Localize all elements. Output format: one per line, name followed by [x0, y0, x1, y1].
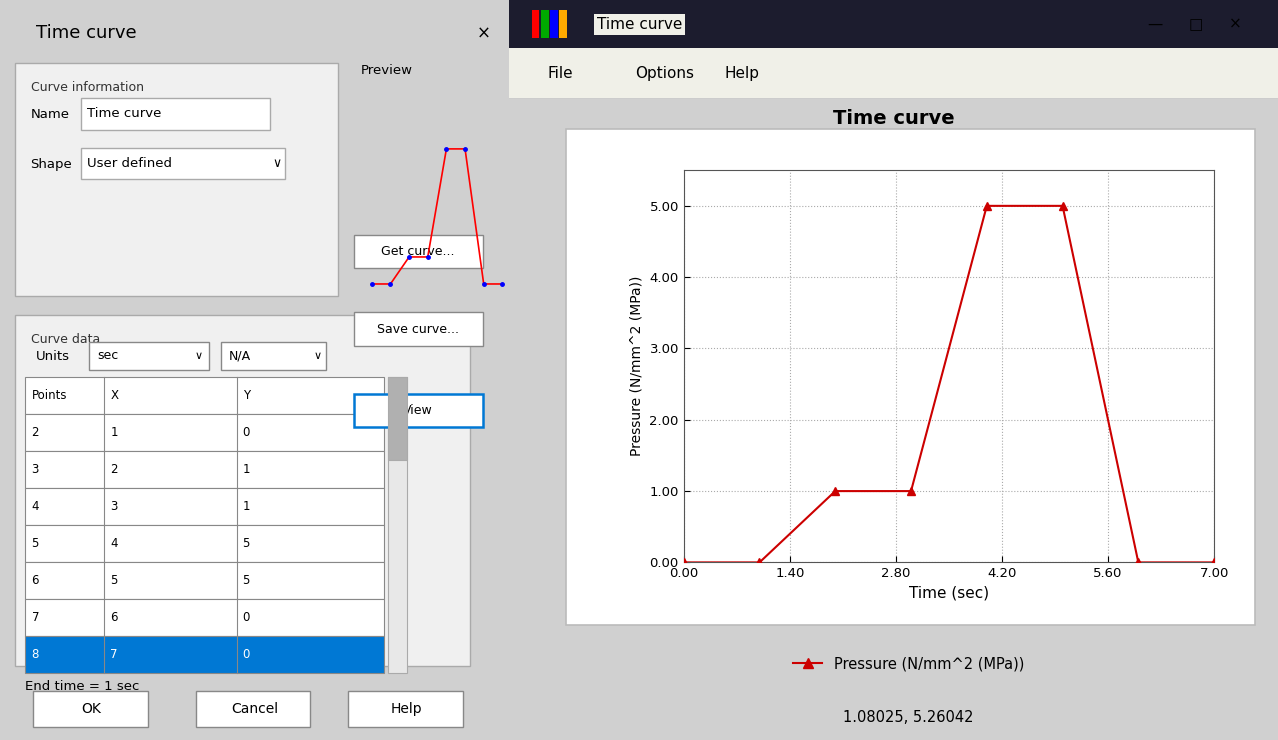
Text: 1: 1	[110, 426, 118, 440]
Text: 5: 5	[243, 537, 250, 551]
Bar	[26, 488, 383, 525]
Bar	[349, 691, 463, 727]
Bar	[26, 377, 383, 414]
Bar	[26, 562, 383, 599]
Bar	[389, 377, 408, 673]
Legend: Pressure (N/mm^2 (MPa)): Pressure (N/mm^2 (MPa))	[787, 650, 1030, 677]
Bar	[389, 377, 408, 460]
Bar	[532, 10, 539, 38]
Text: N/A: N/A	[229, 349, 250, 363]
Bar	[33, 691, 147, 727]
Bar	[509, 48, 1278, 98]
Bar	[26, 599, 383, 636]
Bar	[26, 525, 383, 562]
Text: □: □	[1189, 17, 1203, 32]
Bar	[354, 394, 483, 427]
Text: 3: 3	[32, 463, 38, 477]
Text: ∨: ∨	[272, 157, 281, 170]
Text: 1.08025, 5.26042: 1.08025, 5.26042	[843, 710, 974, 725]
Text: Options: Options	[635, 66, 694, 81]
Text: ∨: ∨	[314, 351, 322, 361]
Text: —: —	[1148, 17, 1163, 32]
Bar	[541, 10, 548, 38]
Bar	[509, 98, 1278, 99]
Text: X: X	[110, 389, 119, 403]
Text: 8: 8	[32, 648, 38, 662]
Bar	[354, 312, 483, 346]
Text: Help: Help	[391, 702, 423, 716]
Text: OK: OK	[82, 702, 101, 716]
Bar	[566, 130, 1255, 625]
Y-axis label: Pressure (N/mm^2 (MPa)): Pressure (N/mm^2 (MPa))	[630, 276, 644, 457]
Text: 7: 7	[32, 611, 40, 625]
Text: sec: sec	[97, 349, 119, 363]
Text: Units: Units	[36, 350, 69, 363]
Text: ×: ×	[477, 24, 491, 42]
Text: Y: Y	[243, 389, 249, 403]
Text: 3: 3	[110, 500, 118, 514]
Text: 6: 6	[110, 611, 118, 625]
X-axis label: Time (sec): Time (sec)	[909, 586, 989, 601]
Text: Time curve: Time curve	[36, 24, 137, 42]
Bar	[89, 342, 208, 370]
Text: Save curve...: Save curve...	[377, 323, 459, 336]
Bar	[26, 451, 383, 488]
Bar	[560, 10, 567, 38]
Text: 4: 4	[110, 537, 118, 551]
Bar	[26, 636, 383, 673]
Text: 5: 5	[243, 574, 250, 588]
Bar	[509, 0, 1278, 48]
Bar	[221, 342, 326, 370]
Bar	[82, 98, 270, 130]
Bar	[26, 414, 383, 451]
Text: 1: 1	[243, 463, 250, 477]
Text: View: View	[404, 404, 433, 417]
Bar	[82, 148, 285, 179]
Text: ∨: ∨	[194, 351, 202, 361]
Text: 2: 2	[110, 463, 118, 477]
Text: 0: 0	[243, 648, 250, 662]
Text: 2: 2	[32, 426, 40, 440]
Text: 6: 6	[32, 574, 40, 588]
Text: Preview: Preview	[362, 64, 413, 77]
Text: Shape: Shape	[31, 158, 73, 171]
Text: 0: 0	[243, 426, 250, 440]
Text: File: File	[547, 66, 573, 81]
Bar	[15, 314, 470, 666]
Bar	[15, 63, 339, 296]
Text: Cancel: Cancel	[231, 702, 277, 716]
Text: 5: 5	[110, 574, 118, 588]
Text: Time curve: Time curve	[87, 107, 162, 121]
Bar	[354, 235, 483, 268]
Text: Help: Help	[725, 66, 759, 81]
Text: Time curve: Time curve	[832, 109, 955, 128]
Bar	[196, 691, 311, 727]
Text: End time = 1 sec: End time = 1 sec	[26, 680, 139, 693]
Text: Get curve...: Get curve...	[381, 245, 455, 258]
Text: Curve data: Curve data	[31, 333, 100, 346]
Text: 7: 7	[110, 648, 118, 662]
Text: ×: ×	[1229, 17, 1242, 32]
Text: Time curve: Time curve	[597, 17, 682, 32]
Text: Points: Points	[32, 389, 66, 403]
Bar	[551, 10, 558, 38]
Text: 1: 1	[243, 500, 250, 514]
Text: 0: 0	[243, 611, 250, 625]
Text: User defined: User defined	[87, 157, 173, 170]
Text: 5: 5	[32, 537, 38, 551]
Text: 4: 4	[32, 500, 40, 514]
Text: Curve information: Curve information	[31, 81, 143, 95]
Text: Name: Name	[31, 108, 69, 121]
